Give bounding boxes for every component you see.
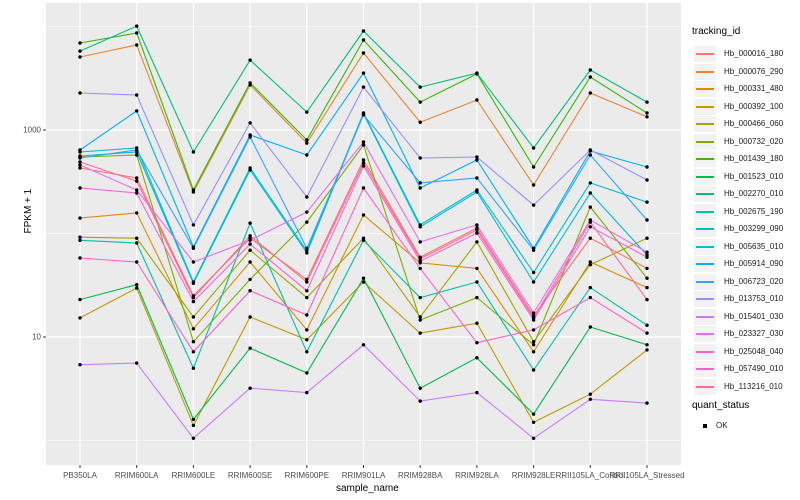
- legend-line-swatch: [696, 315, 714, 318]
- points-Hb_002270_010: [78, 24, 649, 154]
- legend-line-swatch: [696, 245, 714, 248]
- legend-label: Hb_057490_010: [724, 364, 784, 373]
- legend-line-swatch: [696, 385, 714, 388]
- legend-key: [694, 63, 716, 80]
- legend-line-swatch: [696, 263, 714, 265]
- legend-line-swatch: [696, 70, 714, 73]
- points-Hb_000466_060: [78, 235, 649, 344]
- axis-ticks: [43, 129, 648, 468]
- x-tick-label: RRIM600SE: [227, 471, 273, 480]
- legend-key: [694, 203, 716, 220]
- x-tick-label: RRIM928LE: [511, 471, 556, 480]
- legend-label: Hb_113216_010: [724, 381, 783, 391]
- legend-line-swatch: [696, 368, 714, 370]
- legend-key: [694, 46, 716, 62]
- legend-key: [694, 256, 716, 272]
- x-tick-label: RRIM928BA: [397, 471, 443, 480]
- legend-key: [694, 151, 716, 167]
- legend-label: Hb_000331_480: [724, 84, 784, 93]
- points-Hb_013753_010: [78, 85, 649, 227]
- x-tick-label: RRIM901LA: [341, 471, 386, 480]
- points-Hb_015401_030: [78, 343, 649, 440]
- legend-label: Hb_006723_020: [724, 276, 784, 286]
- legend-line-swatch: [696, 53, 714, 55]
- legend-label: Hb_000016_180: [724, 49, 784, 58]
- legend-label: Hb_000466_060: [724, 119, 784, 128]
- points-Hb_057490_010: [78, 186, 649, 354]
- legend-label: Hb_002675_190: [724, 206, 784, 216]
- x-tick-label: RRII105LA_Stressed: [609, 471, 685, 480]
- legend-key: [694, 326, 716, 342]
- legend-title-quant-status: quant_status: [692, 400, 750, 411]
- legend-key: [694, 343, 716, 360]
- legend-key: [694, 81, 716, 97]
- legend-key: [694, 361, 716, 377]
- points-Hb_000392_100: [78, 280, 649, 428]
- legend-line-swatch: [696, 193, 714, 195]
- points-Hb_006723_020: [78, 113, 649, 252]
- legend-key: [694, 221, 716, 237]
- legend-line-swatch: [696, 210, 714, 213]
- legend-line-swatch: [696, 105, 714, 108]
- legend-label: Hb_005635_010: [724, 241, 784, 251]
- legend-label: Hb_023327_030: [724, 329, 784, 338]
- legend-key: [694, 378, 716, 395]
- legend-line-swatch: [696, 175, 714, 178]
- legend-line-swatch: [696, 140, 714, 143]
- x-tick-label: RRIM928LA: [455, 471, 499, 480]
- legend-line-swatch: [696, 280, 714, 283]
- legend-label: Hb_000076_290: [724, 66, 784, 76]
- legend-line-swatch: [696, 333, 714, 335]
- legend-line-swatch: [696, 88, 714, 90]
- gridlines: [46, 3, 681, 465]
- legend-label: Hb_013753_010: [724, 294, 784, 303]
- x-tick-label: RRII105LA_Control: [555, 471, 625, 480]
- x-axis-title: sample_name: [336, 483, 399, 494]
- legend-line-swatch: [696, 158, 714, 160]
- legend-line-swatch: [696, 298, 714, 300]
- y-tick-label: 1000: [23, 125, 41, 135]
- legend-label: Hb_015401_030: [724, 311, 784, 321]
- legend-key: [694, 133, 716, 150]
- legend-label: Hb_001523_010: [724, 171, 784, 181]
- points-Hb_025048_040: [78, 164, 649, 322]
- legend-label: Hb_005914_090: [724, 259, 784, 268]
- points-Hb_023327_030: [78, 140, 649, 315]
- points-Hb_001523_010: [78, 276, 649, 422]
- legend-label: Hb_000392_100: [724, 101, 784, 111]
- legend-line-swatch: [696, 350, 714, 353]
- x-tick-label: RRIM600PE: [284, 471, 330, 480]
- legend-key: [694, 238, 716, 255]
- points-Hb_002675_190: [78, 221, 649, 372]
- legend-key: [694, 273, 716, 290]
- y-axis-title: FPKM + 1: [22, 188, 34, 234]
- legend-key: [694, 186, 716, 202]
- legend-key: [694, 418, 716, 434]
- legend-label: Hb_002270_010: [724, 189, 784, 198]
- legend-key: [694, 168, 716, 185]
- legend-line-swatch: [696, 228, 714, 230]
- legend-key: [694, 98, 716, 115]
- x-tick-label: RRIM600LE: [171, 471, 216, 480]
- legend-label: Hb_003299_090: [724, 224, 784, 233]
- legend-label: Hb_001439_180: [724, 154, 784, 163]
- legend-key: [694, 308, 716, 325]
- black-square-point-icon: [703, 424, 707, 428]
- y-tick-label: 10: [32, 332, 41, 342]
- x-tick-label: PB350LA: [63, 471, 97, 480]
- legend-label: Hb_000732_020: [724, 136, 784, 146]
- legend-title-tracking-id: tracking_id: [692, 26, 741, 37]
- points-Hb_000331_480: [78, 211, 649, 354]
- legend-key: [694, 116, 716, 132]
- legend-label: OK: [716, 421, 728, 430]
- points-Hb_113216_010: [78, 160, 649, 320]
- legend-line-swatch: [696, 123, 714, 125]
- legend-label: Hb_025048_040: [724, 346, 784, 356]
- x-tick-label: RRIM600LA: [114, 471, 159, 480]
- legend-key: [694, 291, 716, 307]
